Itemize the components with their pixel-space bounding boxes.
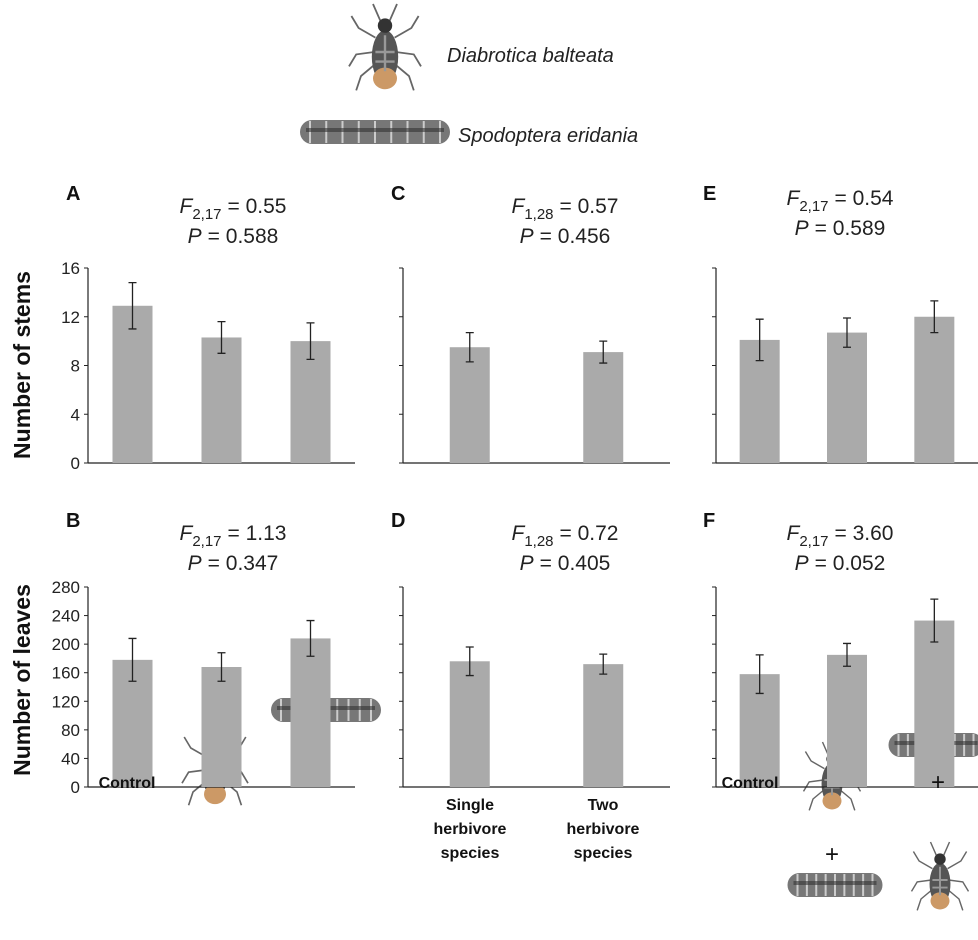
beetle-head bbox=[934, 853, 945, 864]
bar bbox=[827, 333, 867, 463]
bar bbox=[291, 638, 331, 787]
caterpillar-icon bbox=[788, 873, 883, 897]
f-df: 2,17 bbox=[799, 533, 828, 550]
f-statistic: F2,17= 0.55 bbox=[179, 195, 286, 223]
p-label: P bbox=[520, 225, 534, 248]
p-label: P bbox=[188, 552, 202, 575]
y-tick-label: 240 bbox=[52, 607, 80, 626]
y-tick-label: 8 bbox=[71, 357, 80, 376]
p-value: = 0.588 bbox=[208, 225, 279, 248]
f-statistic: F2,17= 3.60 bbox=[786, 522, 893, 550]
f-value: = 1.13 bbox=[228, 522, 287, 545]
p-value: = 0.456 bbox=[540, 225, 611, 248]
f-df: 2,17 bbox=[799, 198, 828, 215]
y-tick-label: 200 bbox=[52, 635, 80, 654]
f-value: = 0.55 bbox=[228, 195, 287, 218]
f-value: = 0.54 bbox=[835, 187, 894, 210]
p-statistic: P = 0.052 bbox=[795, 552, 886, 575]
f-df: 1,28 bbox=[524, 206, 553, 223]
species-label: Diabrotica balteata bbox=[447, 45, 614, 67]
y-tick-label: 160 bbox=[52, 664, 80, 683]
y-tick-label: 12 bbox=[61, 308, 80, 327]
y-tick-label: 16 bbox=[61, 259, 80, 278]
panel-label: F bbox=[703, 510, 715, 532]
f-df: 2,17 bbox=[192, 206, 221, 223]
y-axis-label: Number of stems bbox=[9, 271, 35, 459]
y-tick-label: 280 bbox=[52, 578, 80, 597]
panel-label: E bbox=[703, 183, 716, 205]
p-value: = 0.589 bbox=[815, 217, 886, 240]
f-value: = 0.57 bbox=[560, 195, 619, 218]
beetle-icon bbox=[912, 842, 969, 910]
p-label: P bbox=[795, 217, 809, 240]
x-tick-label: Two herbivore species bbox=[553, 794, 653, 866]
p-label: P bbox=[795, 552, 809, 575]
species-label: Spodoptera eridania bbox=[458, 125, 638, 147]
annotation: + bbox=[931, 769, 945, 796]
y-tick-label: 80 bbox=[61, 721, 80, 740]
panel-label: D bbox=[391, 510, 405, 532]
caterpillar-stripe bbox=[794, 881, 877, 885]
y-tick-label: 0 bbox=[71, 454, 80, 473]
bar bbox=[914, 621, 954, 787]
f-value: = 3.60 bbox=[835, 522, 894, 545]
f-value: = 0.72 bbox=[560, 522, 619, 545]
p-value: = 0.052 bbox=[815, 552, 886, 575]
bar bbox=[583, 352, 623, 463]
annotation: + bbox=[825, 841, 839, 868]
bar bbox=[450, 347, 490, 463]
p-label: P bbox=[520, 552, 534, 575]
p-statistic: P = 0.589 bbox=[795, 217, 886, 240]
beetle-icon bbox=[349, 4, 421, 90]
x-tick-label: Control bbox=[700, 772, 800, 796]
bar bbox=[202, 337, 242, 463]
beetle-head bbox=[378, 18, 392, 32]
caterpillar-icon bbox=[300, 120, 450, 144]
f-statistic: F1,28= 0.72 bbox=[511, 522, 618, 550]
p-label: P bbox=[188, 225, 202, 248]
p-statistic: P = 0.405 bbox=[520, 552, 611, 575]
f-statistic: F1,28= 0.57 bbox=[511, 195, 618, 223]
p-value: = 0.347 bbox=[208, 552, 279, 575]
y-tick-label: 120 bbox=[52, 692, 80, 711]
figure: Diabrotica balteata Spodoptera eridania … bbox=[0, 0, 978, 940]
p-statistic: P = 0.456 bbox=[520, 225, 611, 248]
y-tick-label: 4 bbox=[71, 405, 80, 424]
p-statistic: P = 0.588 bbox=[188, 225, 279, 248]
panel-label: B bbox=[66, 510, 80, 532]
bar bbox=[450, 661, 490, 787]
f-statistic: F2,17= 1.13 bbox=[179, 522, 286, 550]
bar bbox=[583, 664, 623, 787]
f-statistic: F2,17= 0.54 bbox=[786, 187, 893, 215]
p-statistic: P = 0.347 bbox=[188, 552, 279, 575]
bar bbox=[914, 317, 954, 463]
f-df: 1,28 bbox=[524, 533, 553, 550]
x-tick-label: Single herbivore species bbox=[420, 794, 520, 866]
panel-label: A bbox=[66, 183, 80, 205]
y-tick-label: 40 bbox=[61, 749, 80, 768]
bar bbox=[202, 667, 242, 787]
panel-label: C bbox=[391, 183, 405, 205]
bar bbox=[827, 655, 867, 787]
p-value: = 0.405 bbox=[540, 552, 611, 575]
f-df: 2,17 bbox=[192, 533, 221, 550]
y-axis-label: Number of leaves bbox=[9, 584, 35, 776]
x-tick-label: Control bbox=[77, 772, 177, 796]
caterpillar-stripe bbox=[306, 128, 444, 132]
